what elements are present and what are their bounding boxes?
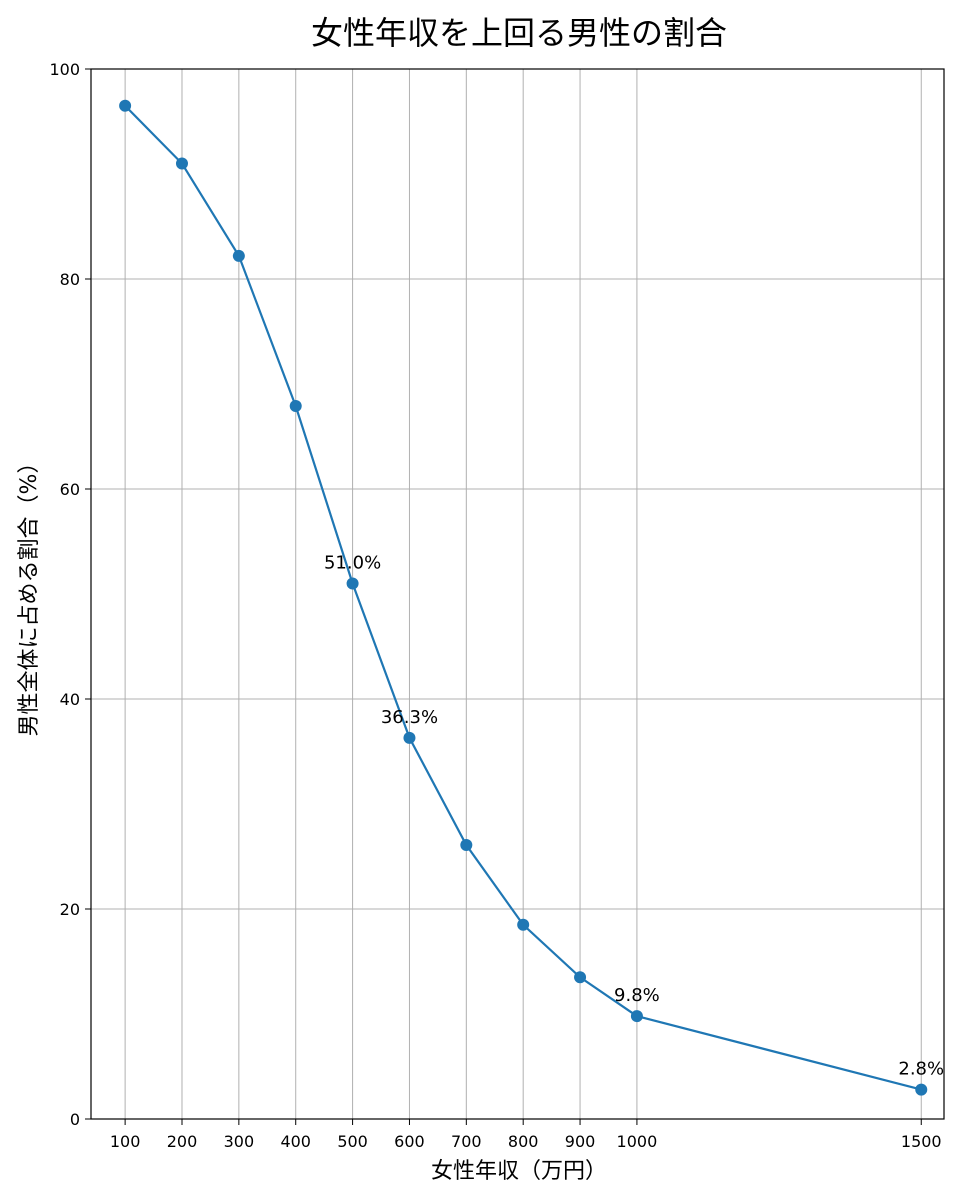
x-tick-label: 800 bbox=[508, 1132, 539, 1151]
x-tick-label: 1500 bbox=[901, 1132, 942, 1151]
x-tick-label: 400 bbox=[280, 1132, 311, 1151]
ticks-layer: 100 200 300 400 500 600 700 800 900 1000 1500 0 20 40… bbox=[49, 60, 941, 1151]
y-tick-label: 80 bbox=[60, 270, 80, 289]
x-tick-label: 700 bbox=[451, 1132, 482, 1151]
x-axis-label: 女性年収（万円） bbox=[431, 1159, 607, 1184]
data-label: 51.0% bbox=[324, 553, 381, 574]
data-point bbox=[517, 918, 530, 931]
x-tick-label: 900 bbox=[565, 1132, 596, 1151]
y-tick-label: 40 bbox=[60, 690, 80, 709]
data-point bbox=[175, 157, 188, 170]
y-axis-label: 男性全体に占める割合（%） bbox=[17, 452, 42, 737]
x-tick-label: 600 bbox=[394, 1132, 425, 1151]
data-point bbox=[232, 249, 245, 262]
x-tick-label: 300 bbox=[224, 1132, 255, 1151]
x-tick-label: 200 bbox=[167, 1132, 198, 1151]
x-tick-label: 1000 bbox=[617, 1132, 658, 1151]
data-label: 36.3% bbox=[381, 707, 438, 728]
y-tick-label: 20 bbox=[60, 900, 80, 919]
y-tick-label: 100 bbox=[49, 60, 80, 79]
data-point bbox=[915, 1083, 928, 1096]
y-tick-label: 60 bbox=[60, 480, 80, 499]
data-point bbox=[119, 99, 132, 112]
grid-layer bbox=[91, 68, 944, 1120]
data-labels-layer: 51.0% 36.3% 9.8% 2.8% bbox=[324, 553, 944, 1080]
data-point bbox=[346, 577, 359, 590]
plot-frame bbox=[90, 68, 945, 1120]
data-point bbox=[630, 1010, 643, 1023]
data-label: 2.8% bbox=[898, 1059, 944, 1080]
data-point bbox=[403, 731, 416, 744]
data-point bbox=[460, 838, 473, 851]
series-layer bbox=[119, 99, 928, 1096]
data-point bbox=[574, 971, 587, 984]
y-tick-label: 0 bbox=[70, 1110, 80, 1129]
x-tick-label: 500 bbox=[337, 1132, 368, 1151]
chart-title: 女性年収を上回る男性の割合 bbox=[311, 14, 727, 52]
data-label: 9.8% bbox=[614, 985, 660, 1006]
x-tick-label: 100 bbox=[110, 1132, 141, 1151]
data-point bbox=[289, 400, 302, 413]
